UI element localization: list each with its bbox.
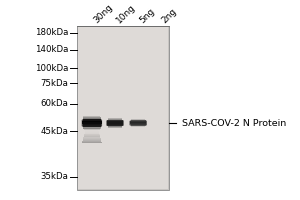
Text: SARS-COV-2 N Protein: SARS-COV-2 N Protein — [182, 119, 286, 128]
Bar — [108, 118, 122, 119]
Bar — [86, 129, 98, 130]
Bar — [108, 125, 122, 126]
Text: 75kDa: 75kDa — [40, 79, 68, 88]
Bar — [108, 127, 122, 128]
Bar — [82, 123, 102, 124]
Bar — [107, 123, 123, 124]
Bar — [84, 136, 100, 137]
Bar — [82, 124, 101, 125]
Bar — [131, 119, 146, 120]
Bar — [107, 123, 123, 124]
Bar — [131, 125, 146, 126]
Bar — [83, 118, 101, 119]
Bar — [85, 131, 99, 132]
Bar — [83, 137, 100, 138]
Bar — [85, 132, 99, 133]
Bar — [130, 120, 146, 121]
Bar — [130, 124, 146, 125]
Bar — [85, 133, 99, 134]
Text: 140kDa: 140kDa — [34, 45, 68, 54]
Bar — [83, 126, 101, 127]
Text: 45kDa: 45kDa — [40, 127, 68, 136]
Bar — [83, 126, 101, 127]
Bar — [130, 122, 146, 123]
Bar — [84, 129, 100, 130]
Bar — [82, 122, 102, 123]
Bar — [131, 125, 146, 126]
Bar — [77, 26, 170, 190]
Bar — [85, 130, 98, 131]
Bar — [83, 138, 101, 139]
FancyBboxPatch shape — [130, 120, 147, 126]
Bar — [107, 122, 123, 123]
Bar — [130, 122, 146, 123]
Text: 5ng: 5ng — [138, 7, 157, 25]
Bar — [83, 125, 101, 126]
Bar — [83, 116, 100, 117]
Text: 2ng: 2ng — [160, 7, 178, 25]
FancyBboxPatch shape — [106, 120, 124, 126]
Bar — [83, 127, 101, 128]
Bar — [108, 119, 122, 120]
Text: 35kDa: 35kDa — [40, 172, 68, 181]
Bar — [82, 141, 101, 142]
Bar — [107, 121, 123, 122]
Bar — [108, 126, 122, 127]
Text: 30ng: 30ng — [92, 3, 115, 25]
Bar — [82, 120, 101, 121]
Bar — [107, 121, 123, 122]
Bar — [82, 121, 101, 122]
Bar — [84, 135, 100, 137]
Bar — [78, 27, 168, 189]
Bar — [130, 121, 146, 122]
Bar — [107, 120, 123, 121]
Bar — [108, 126, 122, 127]
Bar — [83, 119, 101, 120]
Bar — [130, 123, 146, 124]
Bar — [82, 121, 102, 122]
Bar — [131, 120, 146, 121]
Bar — [83, 119, 101, 120]
Bar — [84, 134, 99, 135]
Bar — [108, 127, 122, 128]
Bar — [84, 134, 100, 136]
Bar — [82, 142, 102, 143]
Text: 100kDa: 100kDa — [34, 64, 68, 73]
Bar — [83, 128, 100, 129]
Bar — [107, 124, 123, 125]
FancyBboxPatch shape — [82, 119, 102, 127]
Bar — [83, 139, 101, 140]
Bar — [107, 125, 123, 126]
Bar — [83, 117, 101, 118]
Bar — [131, 126, 145, 127]
Text: 180kDa: 180kDa — [34, 28, 68, 37]
Bar — [107, 122, 123, 123]
Bar — [82, 140, 101, 141]
Bar — [83, 128, 100, 129]
Text: 10ng: 10ng — [115, 3, 138, 25]
Text: 60kDa: 60kDa — [40, 99, 68, 108]
Bar — [107, 124, 123, 125]
